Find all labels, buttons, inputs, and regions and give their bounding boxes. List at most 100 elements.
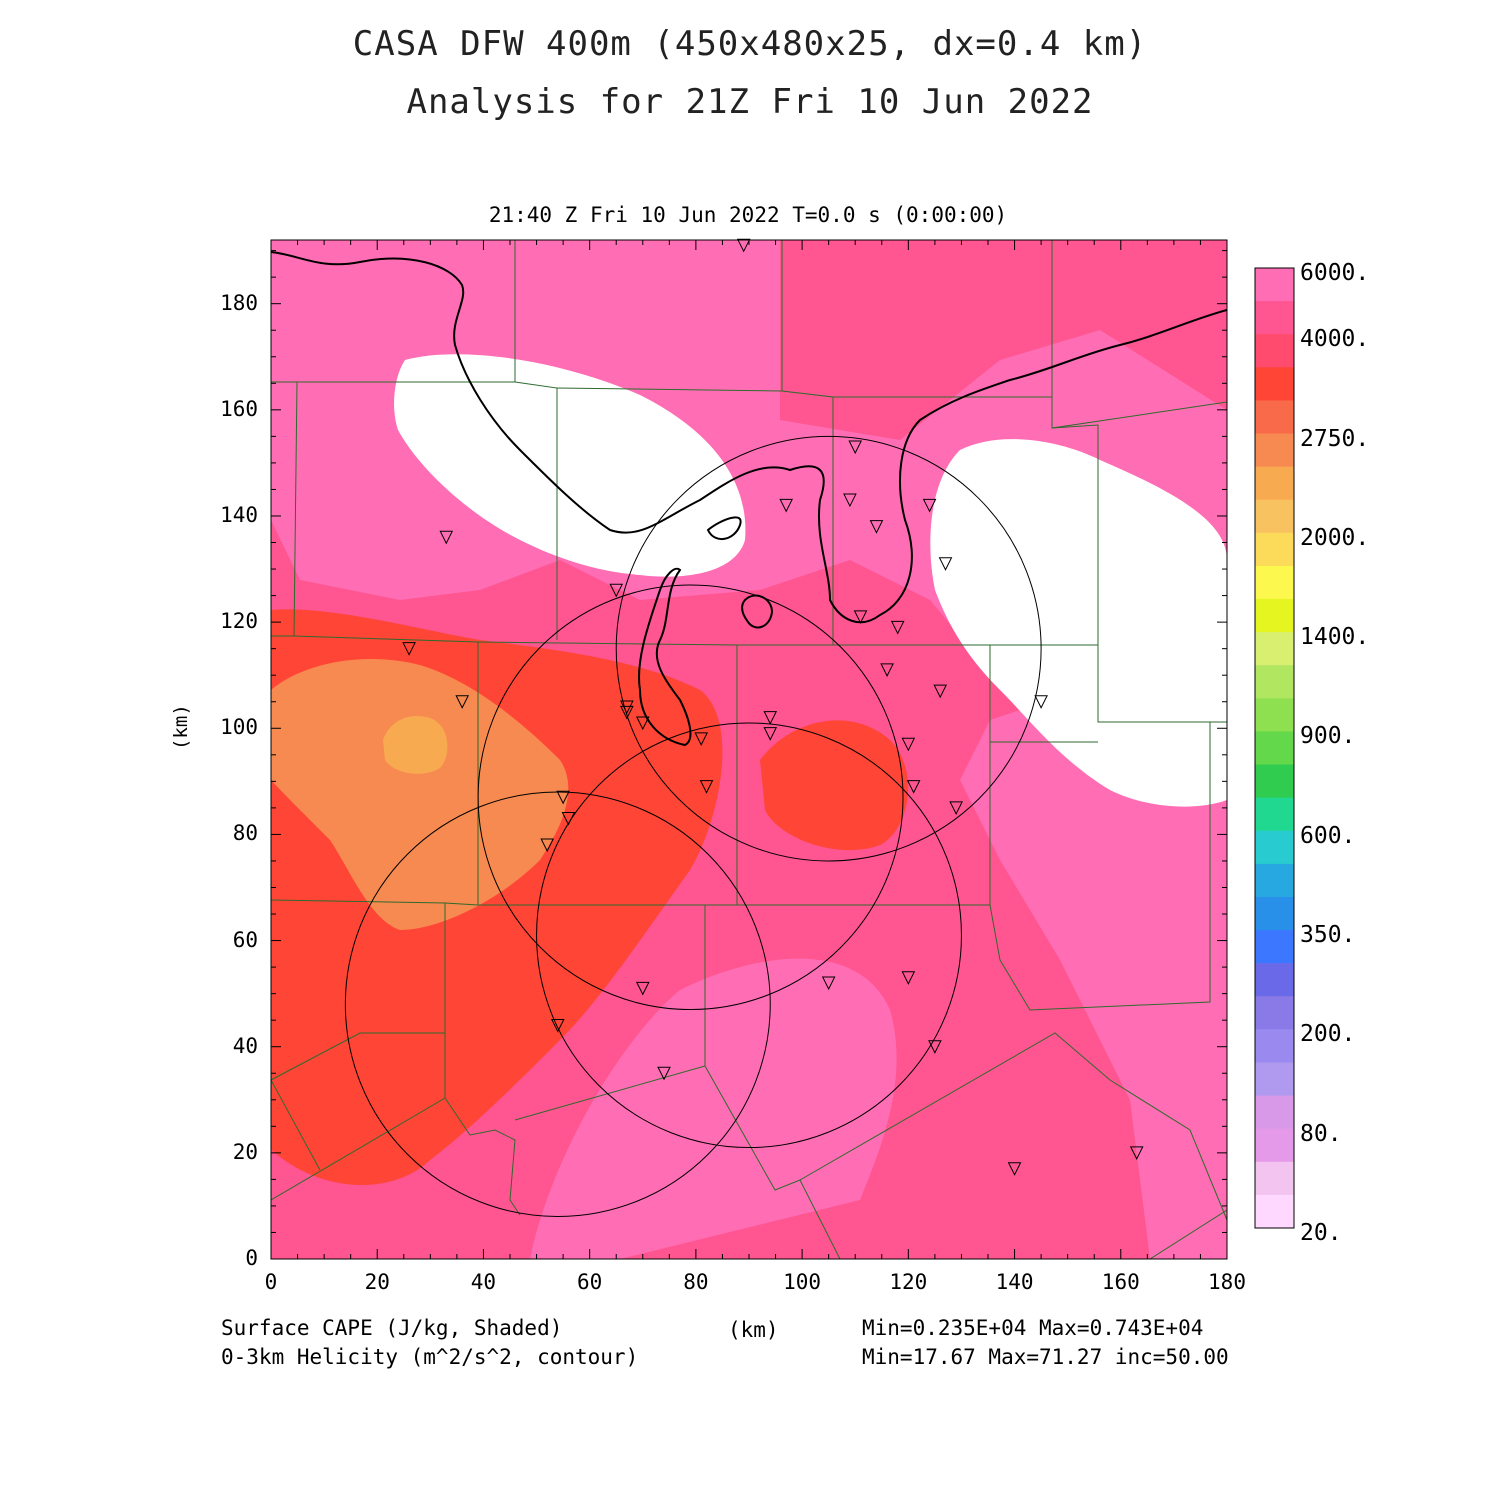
colorbar-swatch xyxy=(1255,930,1294,964)
y-tick-label: 140 xyxy=(220,502,258,527)
station-marker-icon xyxy=(635,981,650,996)
x-tick-label: 140 xyxy=(995,1270,1034,1294)
station-marker-icon xyxy=(1034,695,1048,709)
colorbar-swatch xyxy=(1255,532,1294,567)
colorbar-label: 2750. xyxy=(1300,425,1370,452)
colorbar-swatch xyxy=(1255,367,1294,401)
station-marker-icon xyxy=(853,610,868,624)
y-tick-label: 120 xyxy=(220,609,258,634)
y-tick-label: 100 xyxy=(220,715,258,740)
station-marker-icon xyxy=(561,811,576,826)
colorbar-swatch xyxy=(1255,665,1294,699)
station-marker-icon xyxy=(1129,1146,1144,1160)
station-marker-icon xyxy=(620,700,634,715)
colorbar-swatch xyxy=(1255,466,1294,501)
x-tick-label: 180 xyxy=(1208,1270,1246,1294)
station-marker-icon xyxy=(694,732,709,747)
y-tick-label: 0 xyxy=(245,1246,258,1270)
colorbar-label: 600. xyxy=(1300,822,1356,849)
x-tick-label: 0 xyxy=(264,1270,278,1294)
helicity-contour-loop xyxy=(638,567,692,747)
colorbar-swatch xyxy=(1255,896,1294,931)
cape-shading xyxy=(271,240,1227,1259)
station-marker-icon xyxy=(938,557,953,571)
station-markers xyxy=(402,238,1144,1176)
station-marker-icon xyxy=(906,780,921,794)
colorbar-label: 200. xyxy=(1300,1021,1356,1048)
helicity-contour-small-2 xyxy=(706,516,742,540)
x-tick-label: 120 xyxy=(889,1270,928,1294)
helicity-stats: Min=17.67 Max=71.27 inc=50.00 xyxy=(862,1345,1229,1369)
cape-stats: Min=0.235E+04 Max=0.743E+04 xyxy=(862,1316,1204,1340)
station-marker-icon xyxy=(402,642,416,656)
colorbar-swatch xyxy=(1255,963,1294,997)
cape-white-area-north xyxy=(394,354,746,577)
colorbar-label: 6000. xyxy=(1300,260,1370,286)
station-marker-icon xyxy=(540,838,554,853)
station-marker-icon xyxy=(556,790,570,805)
colorbar-swatch xyxy=(1255,334,1294,368)
station-marker-icon xyxy=(949,801,963,815)
x-axis-label: (km) xyxy=(728,1318,779,1342)
station-marker-icon xyxy=(848,440,863,455)
radar-range-ring xyxy=(615,435,1042,862)
colorbar-swatch xyxy=(1255,565,1294,600)
colorbar-swatch xyxy=(1255,731,1294,766)
y-tick-label: 160 xyxy=(220,396,258,421)
colorbar-label: 900. xyxy=(1300,723,1356,750)
colorbar-label: 1400. xyxy=(1300,624,1370,651)
axis-ticks xyxy=(270,240,1228,1260)
colorbar-swatch xyxy=(1255,301,1294,335)
station-marker-icon xyxy=(635,716,650,731)
colorbar-swatch xyxy=(1255,1095,1294,1130)
colorbar-swatch xyxy=(1255,1062,1294,1097)
colorbar-swatch xyxy=(1255,830,1294,865)
station-marker-icon xyxy=(843,493,857,508)
colorbar-swatch xyxy=(1255,1194,1294,1229)
station-marker-icon xyxy=(890,620,905,635)
y-tick-label: 20 xyxy=(232,1139,258,1164)
helicity-field-label: 0-3km Helicity (m^2/s^2, contour) xyxy=(221,1345,639,1369)
y-tick-label: 40 xyxy=(232,1033,258,1058)
station-marker-icon xyxy=(869,520,884,534)
station-marker-icon xyxy=(455,695,470,709)
colorbar-swatch xyxy=(1255,599,1294,633)
station-marker-icon xyxy=(901,971,916,985)
colorbar-swatch xyxy=(1255,1161,1294,1196)
radar-range-ring xyxy=(536,722,962,1149)
colorbar-swatch xyxy=(1255,996,1294,1030)
colorbar-swatch xyxy=(1255,499,1294,534)
colorbar-swatch xyxy=(1255,268,1294,302)
colorbar-frame xyxy=(1254,267,1295,1229)
colorbar-swatch xyxy=(1255,1029,1294,1063)
cape-peak-zone xyxy=(383,716,448,774)
colorbar-swatch xyxy=(1255,863,1294,898)
station-marker-icon xyxy=(901,737,916,752)
valid-time-label: 21:40 Z Fri 10 Jun 2022 T=0.0 s (0:00:00… xyxy=(488,203,1008,227)
cape-high-area-south xyxy=(530,958,897,1259)
map-title-line1: CASA DFW 400m (450x480x25, dx=0.4 km) xyxy=(352,24,1148,64)
colorbar-label: 4000. xyxy=(1300,326,1370,353)
colorbar-swatch xyxy=(1255,698,1294,732)
colorbar-label: 350. xyxy=(1300,922,1356,949)
cape-core-east xyxy=(760,720,909,851)
y-tick-label: 180 xyxy=(220,290,258,315)
y-axis-label: (km) xyxy=(170,704,192,750)
colorbar-swatch xyxy=(1255,400,1294,435)
colorbar-swatch xyxy=(1255,1128,1294,1163)
station-marker-icon xyxy=(736,238,751,253)
cape-orange-zone xyxy=(271,659,569,930)
x-tick-label: 80 xyxy=(683,1270,709,1294)
colorbar-swatch xyxy=(1255,632,1294,666)
colorbar xyxy=(1254,267,1295,1229)
x-tick-label: 160 xyxy=(1101,1270,1140,1294)
station-marker-icon xyxy=(922,498,937,513)
x-tick-label: 100 xyxy=(783,1270,822,1294)
x-tick-label: 40 xyxy=(470,1270,497,1294)
colorbar-swatch xyxy=(1255,764,1294,799)
station-marker-icon xyxy=(933,684,948,699)
colorbar-swatch xyxy=(1255,797,1294,832)
colorbar-swatch xyxy=(1255,433,1294,468)
station-marker-icon xyxy=(779,498,793,513)
